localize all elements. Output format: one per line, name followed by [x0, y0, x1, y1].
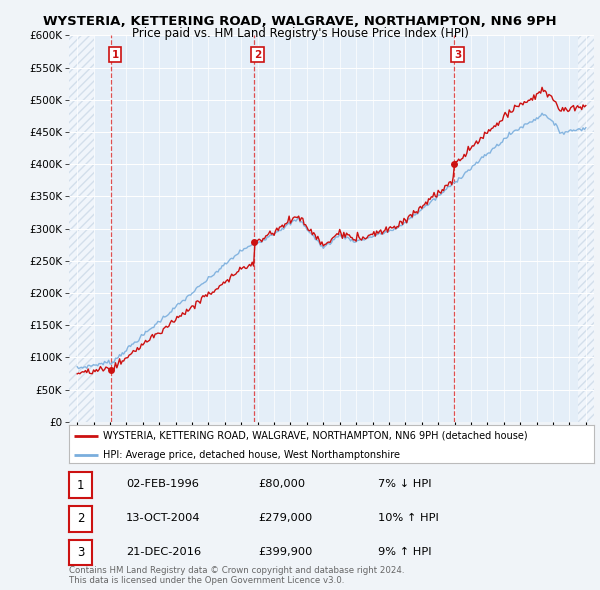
Bar: [69, 35, 94, 422]
Text: 21-DEC-2016: 21-DEC-2016: [126, 547, 201, 556]
Text: 2: 2: [254, 50, 262, 60]
Text: 02-FEB-1996: 02-FEB-1996: [126, 480, 199, 489]
Text: 7% ↓ HPI: 7% ↓ HPI: [378, 480, 431, 489]
Text: £279,000: £279,000: [258, 513, 312, 523]
Text: £399,900: £399,900: [258, 547, 313, 556]
Text: WYSTERIA, KETTERING ROAD, WALGRAVE, NORTHAMPTON, NN6 9PH (detached house): WYSTERIA, KETTERING ROAD, WALGRAVE, NORT…: [103, 431, 528, 441]
Text: 2: 2: [77, 512, 84, 525]
Text: 13-OCT-2004: 13-OCT-2004: [126, 513, 200, 523]
Text: 1: 1: [112, 50, 119, 60]
Text: HPI: Average price, detached house, West Northamptonshire: HPI: Average price, detached house, West…: [103, 450, 400, 460]
Text: 3: 3: [454, 50, 461, 60]
Text: 1: 1: [77, 478, 84, 491]
Text: Contains HM Land Registry data © Crown copyright and database right 2024.
This d: Contains HM Land Registry data © Crown c…: [69, 566, 404, 585]
Text: 3: 3: [77, 546, 84, 559]
Text: £80,000: £80,000: [258, 480, 305, 489]
Text: Price paid vs. HM Land Registry's House Price Index (HPI): Price paid vs. HM Land Registry's House …: [131, 27, 469, 40]
Text: 10% ↑ HPI: 10% ↑ HPI: [378, 513, 439, 523]
Bar: [578, 35, 594, 422]
Text: WYSTERIA, KETTERING ROAD, WALGRAVE, NORTHAMPTON, NN6 9PH: WYSTERIA, KETTERING ROAD, WALGRAVE, NORT…: [43, 15, 557, 28]
Text: 9% ↑ HPI: 9% ↑ HPI: [378, 547, 431, 556]
